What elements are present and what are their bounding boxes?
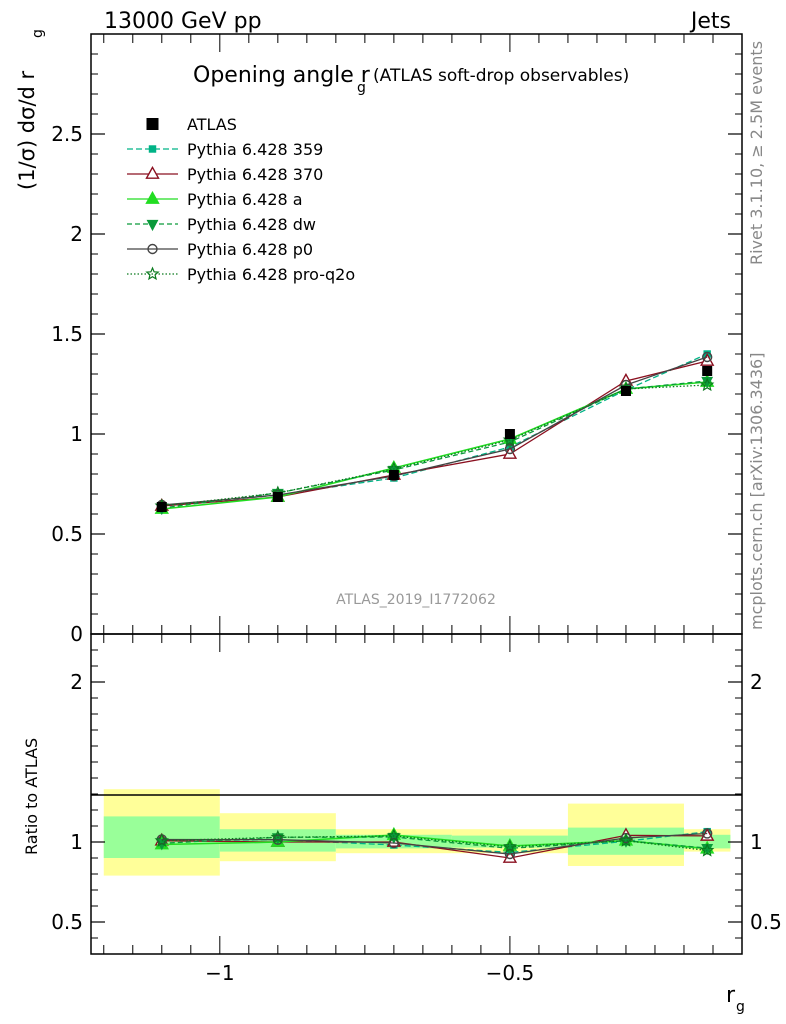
ratio-y-tick-label-right: 1	[750, 830, 763, 854]
ratio-series-marker	[386, 828, 402, 843]
ratio-bands-layer	[103, 789, 731, 876]
legend-label: ATLAS	[187, 115, 237, 134]
legend-label: Pythia 6.428 p0	[187, 240, 313, 259]
ratio-series-line	[161, 834, 708, 850]
y-axis-title-main: (1/σ) dσ/d r	[15, 70, 39, 190]
data-point	[388, 470, 399, 480]
series-marker	[701, 351, 713, 363]
legend-label: Pythia 6.428 pro-q2o	[187, 265, 355, 284]
legend-entry: Pythia 6.428 dw	[127, 215, 316, 234]
legend-label: Pythia 6.428 359	[187, 140, 323, 159]
legend-label: Pythia 6.428 a	[187, 190, 303, 209]
legend-marker	[145, 165, 160, 179]
y-tick-label: 1	[70, 422, 83, 446]
series-line	[161, 380, 708, 509]
header-right: Jets	[689, 9, 731, 34]
chart-title: Opening angle r	[193, 63, 371, 88]
y-tick-label: 0.5	[51, 522, 83, 546]
ratio-series-marker	[699, 842, 715, 857]
x-axis-title-subscript: g	[736, 999, 745, 1015]
main-data-layer	[156, 366, 713, 512]
ratio-series-marker	[618, 833, 634, 847]
legend-marker	[148, 145, 157, 153]
legend-entry: Pythia 6.428 p0	[127, 240, 313, 259]
ratio-axis-ticks: 0.5 0.5 1 1 2 2 −1 −0.5	[51, 634, 782, 985]
legend-label: Pythia 6.428 dw	[187, 215, 316, 234]
chart-title-subscript: g	[357, 80, 366, 96]
y-tick-label: 2.5	[51, 122, 83, 146]
x-tick-label: −1	[205, 961, 234, 985]
legend-entry: Pythia 6.428 pro-q2o	[127, 265, 355, 284]
header-left: 13000 GeV pp	[104, 9, 262, 34]
y-axis-title: (1/σ) dσ/d r g	[15, 29, 46, 190]
y-tick-label-zero: 0	[70, 622, 83, 646]
chart-title-extra: (ATLAS soft-drop observables)	[373, 66, 629, 86]
ratio-series-marker	[270, 829, 286, 844]
legend-entry: Pythia 6.428 370	[127, 165, 323, 184]
legend-marker	[147, 243, 158, 255]
series-marker	[504, 443, 516, 455]
x-axis-title-main: r	[726, 983, 736, 1008]
legend-marker	[146, 219, 159, 232]
ratio-series-layer	[154, 826, 715, 863]
ratio-y-tick-label: 0.5	[51, 910, 83, 934]
series-marker	[699, 377, 715, 392]
series-line	[161, 384, 708, 507]
ratio-series-line	[161, 832, 708, 855]
data-point	[272, 492, 283, 502]
ratio-y-tick-label-right: 2	[750, 670, 763, 694]
x-tick-label: −0.5	[486, 961, 535, 985]
legend-entry: Pythia 6.428 359	[127, 140, 323, 159]
series-line	[161, 381, 708, 510]
legend-label: Pythia 6.428 370	[187, 165, 323, 184]
data-point	[702, 366, 713, 376]
ratio-series-line	[161, 836, 708, 850]
data-point	[620, 386, 631, 396]
legend-marker	[145, 190, 160, 204]
ratio-series-marker	[502, 839, 518, 853]
y-axis-title-subscript: g	[30, 29, 46, 38]
ratio-y-tick-label: 2	[70, 670, 83, 694]
legend-entry-data: ATLAS	[146, 115, 237, 134]
rivet-label: Rivet 3.1.10, ≥ 2.5M events	[747, 41, 766, 265]
legend-marker	[146, 118, 159, 130]
chart-title-main: Opening angle r	[193, 63, 371, 88]
ratio-series-marker	[701, 828, 713, 839]
analysis-label: ATLAS_2019_I1772062	[336, 592, 496, 608]
y-tick-label: 2	[70, 222, 83, 246]
data-point	[504, 429, 515, 439]
ratio-y-axis-title: Ratio to ATLAS	[22, 738, 41, 855]
ratio-series-marker	[272, 834, 284, 845]
y-tick-label: 1.5	[51, 322, 83, 346]
series-line	[161, 356, 708, 506]
series-marker	[701, 376, 714, 389]
legend-entry: Pythia 6.428 a	[127, 190, 303, 209]
legend-marker	[145, 266, 160, 281]
legend: ATLAS Pythia 6.428 359 Pythia 6.428 370 Pyt…	[127, 115, 355, 284]
ratio-y-tick-label: 1	[70, 830, 83, 854]
ratio-y-tick-label-right: 0.5	[750, 910, 782, 934]
main-axis-ticks: 0.5 1 1.5 2 2.5 0	[51, 34, 743, 646]
ratio-series-marker	[154, 833, 169, 847]
main-series-layer	[154, 350, 715, 516]
mcplots-label: mcplots.cern.ch [arXiv:1306.3436]	[747, 353, 766, 630]
data-point	[156, 502, 167, 512]
